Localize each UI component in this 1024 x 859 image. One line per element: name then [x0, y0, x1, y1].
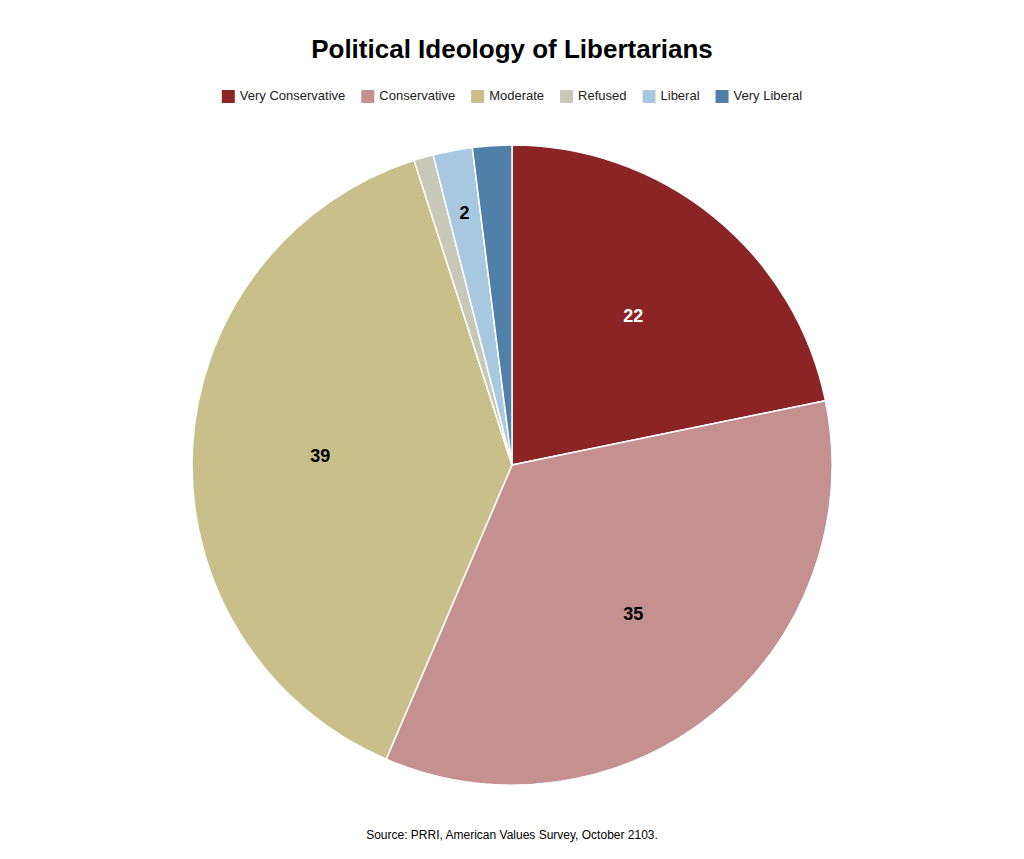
title: Political Ideology of Libertarians — [311, 34, 713, 64]
data-label: 35 — [623, 604, 643, 624]
legend-swatch — [560, 90, 573, 103]
legend: Very Conservative Conservative Moderate Ref… — [222, 88, 803, 103]
legend-item: Refused — [560, 88, 626, 103]
legend-item: Liberal — [643, 88, 700, 103]
legend-label: Refused — [578, 88, 626, 103]
legend-swatch — [361, 90, 374, 103]
legend-label: Moderate — [489, 88, 544, 103]
annotation: Source: PRRI, American Values Survey, Oc… — [366, 828, 658, 842]
data-label: 22 — [623, 306, 643, 326]
legend-label: Very Liberal — [734, 88, 803, 103]
legend-swatch — [222, 90, 235, 103]
legend-item: Conservative — [361, 88, 455, 103]
legend-swatch — [471, 90, 484, 103]
legend-item: Very Liberal — [716, 88, 803, 103]
pie — [192, 145, 832, 785]
legend-label: Conservative — [379, 88, 455, 103]
data-labels: 22 35 39 2 — [310, 203, 643, 623]
legend-swatch — [643, 90, 656, 103]
legend-label: Liberal — [661, 88, 700, 103]
legend-swatch — [716, 90, 729, 103]
chart: Political Ideology of Libertarians Very C… — [0, 0, 1024, 859]
legend-item: Moderate — [471, 88, 544, 103]
data-label: 2 — [459, 203, 469, 223]
legend-label: Very Conservative — [240, 88, 346, 103]
legend-item: Very Conservative — [222, 88, 346, 103]
data-label: 39 — [310, 446, 330, 466]
slice — [472, 145, 512, 465]
